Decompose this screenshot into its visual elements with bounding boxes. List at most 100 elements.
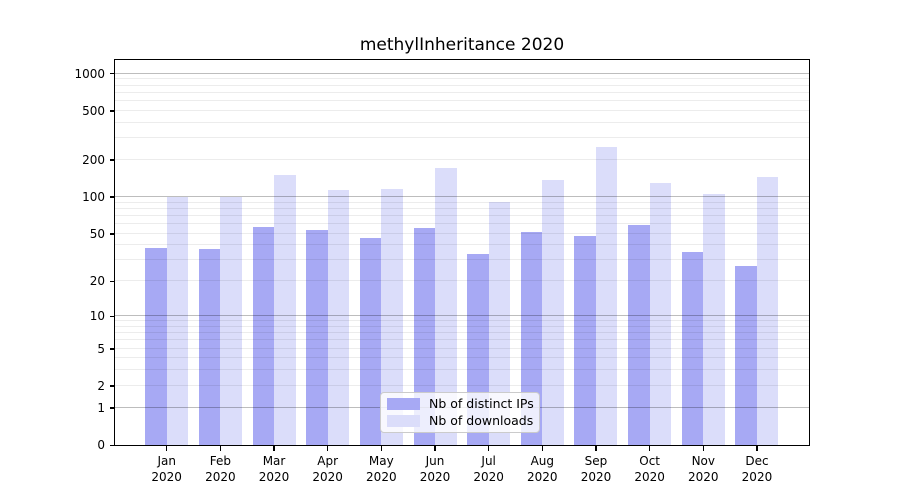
gridline-minor-6	[115, 339, 809, 341]
gridline-minor-60	[115, 223, 809, 225]
x-label-year-oct-2020: 2020	[634, 470, 665, 484]
x-label-month-feb-2020: Feb	[209, 454, 231, 468]
gridline-minor-20	[115, 280, 809, 282]
x-tick-feb-2020	[219, 446, 222, 451]
x-label-year-feb-2020: 2020	[205, 470, 236, 484]
bar-distinct-ips-sep-2020	[574, 235, 596, 445]
bar-downloads-feb-2020	[220, 196, 242, 445]
y-tick-100	[110, 196, 114, 198]
x-label-year-jul-2020: 2020	[473, 470, 504, 484]
gridline-minor-90	[115, 201, 809, 203]
x-tick-label-sep-2020: Sep 2020	[564, 453, 628, 485]
x-label-month-oct-2020: Oct	[639, 454, 660, 468]
bar-downloads-dec-2020	[756, 177, 779, 445]
legend-item-downloads: Nb of downloads	[387, 413, 534, 428]
x-label-month-mar-2020: Mar	[262, 454, 286, 468]
x-label-year-sep-2020: 2020	[580, 470, 612, 484]
bar-distinct-ips-dec-2020	[735, 265, 757, 445]
x-label-year-jun-2020: 2020	[419, 470, 451, 484]
x-label-month-dec-2020: Dec	[745, 454, 769, 468]
legend-item-distinct-ips: Nb of distinct IPs	[387, 397, 534, 411]
x-label-year-apr-2020: 2020	[312, 470, 343, 484]
gridline-minor-80	[115, 207, 809, 209]
bar-distinct-ips-jan-2020	[145, 248, 167, 445]
bar-distinct-ips-may-2020	[359, 238, 382, 445]
x-label-year-aug-2020: 2020	[527, 470, 558, 484]
grid-layer	[115, 60, 809, 445]
bar-distinct-ips-feb-2020	[198, 249, 221, 445]
x-label-month-apr-2020: Apr	[317, 454, 339, 468]
bar-downloads-sep-2020	[595, 146, 618, 445]
x-label-month-may-2020: May	[368, 454, 394, 468]
x-label-year-nov-2020: 2020	[688, 470, 719, 484]
y-tick-200	[110, 159, 114, 161]
x-tick-label-feb-2020: Feb 2020	[188, 453, 252, 485]
plot-area: 1000 500 200 100 50 20 10 5 2 1 0 Jan 2020 Feb 2020 Mar…	[74, 59, 810, 484]
gridline-major-100	[115, 195, 809, 197]
gridline-minor-3	[115, 369, 809, 371]
y-tick-500	[110, 110, 114, 112]
chart-title: methylInheritance 2020	[359, 35, 565, 55]
gridline-minor-40	[115, 244, 809, 246]
gridline-minor-500	[115, 109, 809, 111]
bar-distinct-ips-nov-2020	[681, 252, 704, 445]
gridline-minor-8	[115, 325, 809, 327]
gridline-minor-70	[115, 214, 809, 216]
gridline-minor-800	[115, 84, 809, 86]
gridline-minor-7	[115, 332, 809, 334]
x-tick-label-oct-2020: Oct 2020	[618, 453, 682, 485]
bar-distinct-ips-mar-2020	[252, 226, 275, 445]
y-tick-1000	[110, 73, 114, 75]
legend-swatch-downloads	[387, 415, 420, 427]
legend-label-downloads: Nb of downloads	[429, 413, 534, 428]
x-label-year-may-2020: 2020	[366, 470, 397, 484]
x-tick-label-nov-2020: Nov 2020	[671, 453, 735, 485]
gridline-major-10	[115, 315, 809, 317]
bar-downloads-oct-2020	[649, 182, 672, 445]
gridline-minor-50	[115, 232, 809, 234]
x-tick-jul-2020	[487, 446, 490, 451]
x-label-month-jan-2020: Jan	[157, 454, 176, 468]
gridline-minor-4	[115, 357, 809, 359]
gridline-minor-300	[115, 137, 809, 139]
y-tick-20	[110, 280, 114, 283]
x-tick-apr-2020	[326, 446, 329, 451]
x-tick-label-jan-2020: Jan 2020	[135, 453, 199, 485]
x-tick-may-2020	[380, 446, 383, 451]
gridline-minor-900	[115, 78, 809, 80]
bar-downloads-jun-2020	[435, 167, 457, 445]
axis-layer: 1000 500 200 100 50 20 10 5 2 1 0 Jan 2020 Feb 2020 Mar…	[74, 60, 809, 484]
x-tick-jan-2020	[166, 446, 168, 451]
x-label-year-jan-2020: 2020	[151, 470, 182, 484]
legend: Nb of distinct IPs Nb of downloads	[380, 392, 540, 433]
gridline-minor-400	[115, 121, 809, 123]
y-tick-label-500: 500	[82, 103, 105, 118]
x-tick-label-mar-2020: Mar 2020	[242, 453, 306, 485]
gridline-minor-200	[115, 158, 809, 160]
x-tick-label-may-2020: May 2020	[349, 453, 413, 485]
x-tick-label-jul-2020: Jul 2020	[457, 453, 521, 485]
x-label-month-aug-2020: Aug	[530, 454, 555, 468]
y-tick-label-50: 50	[89, 226, 105, 241]
y-tick-label-2: 2	[97, 378, 105, 393]
y-tick-1	[110, 407, 114, 409]
x-tick-dec-2020	[756, 446, 758, 451]
x-tick-jun-2020	[434, 446, 436, 451]
gridline-minor-30	[115, 259, 809, 261]
x-label-month-sep-2020: Sep	[584, 454, 608, 468]
bar-downloads-apr-2020	[327, 189, 350, 445]
y-tick-5	[110, 348, 114, 350]
x-tick-label-aug-2020: Aug 2020	[510, 453, 574, 485]
x-label-month-jun-2020: Jun	[425, 454, 445, 468]
bar-distinct-ips-jun-2020	[413, 227, 435, 445]
y-tick-label-100: 100	[82, 189, 105, 204]
legend-swatch-distinct-ips	[387, 398, 420, 410]
x-label-year-mar-2020: 2020	[258, 470, 290, 484]
x-label-month-nov-2020: Nov	[691, 454, 715, 468]
gridline-major-1000	[115, 72, 809, 74]
y-tick-label-20: 20	[89, 274, 105, 289]
y-tick-label-200: 200	[82, 152, 105, 167]
y-tick-2	[110, 385, 114, 387]
bar-downloads-nov-2020	[703, 194, 725, 445]
x-label-year-dec-2020: 2020	[741, 470, 773, 484]
